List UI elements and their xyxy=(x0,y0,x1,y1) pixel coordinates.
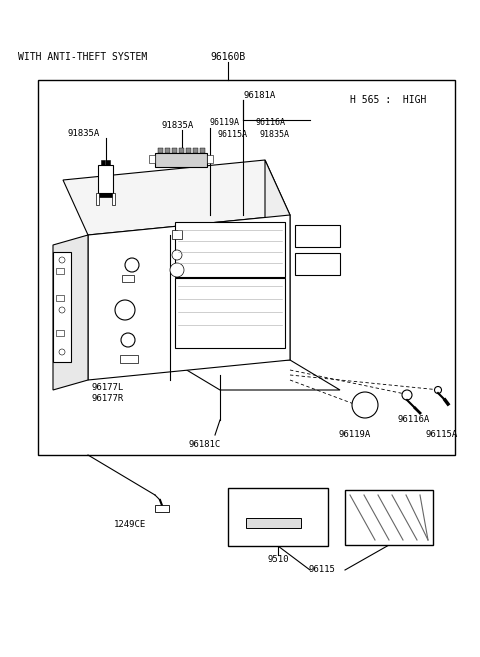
Text: 96116A: 96116A xyxy=(255,118,285,127)
Circle shape xyxy=(115,300,135,320)
Bar xyxy=(295,253,340,275)
Bar xyxy=(122,275,134,282)
Bar xyxy=(172,230,182,239)
Bar xyxy=(155,153,207,167)
Circle shape xyxy=(352,392,378,418)
Bar xyxy=(179,148,184,153)
Bar xyxy=(186,148,191,153)
Bar xyxy=(200,148,205,153)
Text: WITH ANTI-THEFT SYSTEM: WITH ANTI-THEFT SYSTEM xyxy=(18,52,147,62)
Circle shape xyxy=(59,349,65,355)
Text: 96181C: 96181C xyxy=(189,440,221,449)
Bar xyxy=(38,80,455,455)
Bar xyxy=(101,160,105,165)
Bar xyxy=(56,330,64,336)
Bar xyxy=(295,225,340,247)
Circle shape xyxy=(125,258,139,272)
Text: 96160B: 96160B xyxy=(210,52,246,62)
Text: 96115: 96115 xyxy=(309,565,336,574)
Bar xyxy=(207,155,213,163)
Polygon shape xyxy=(170,360,340,390)
Text: 9510: 9510 xyxy=(267,555,289,564)
Bar xyxy=(193,148,198,153)
Circle shape xyxy=(59,257,65,263)
Circle shape xyxy=(170,263,184,277)
Circle shape xyxy=(402,390,412,400)
Bar xyxy=(246,518,301,528)
Circle shape xyxy=(121,333,135,347)
Text: 96177R: 96177R xyxy=(92,394,124,403)
Text: 96115A: 96115A xyxy=(218,130,248,139)
Text: 96177L: 96177L xyxy=(92,383,124,392)
Bar xyxy=(149,155,155,163)
Bar xyxy=(96,193,99,205)
Text: 91835A: 91835A xyxy=(162,121,194,130)
Text: 1249CE: 1249CE xyxy=(114,520,146,529)
Circle shape xyxy=(434,386,442,394)
Polygon shape xyxy=(88,215,290,380)
Bar xyxy=(56,295,64,301)
Bar xyxy=(106,160,110,165)
Text: 91835A: 91835A xyxy=(68,129,100,138)
Polygon shape xyxy=(265,160,290,360)
Bar xyxy=(98,193,113,197)
Bar xyxy=(158,148,163,153)
Circle shape xyxy=(59,307,65,313)
Bar xyxy=(155,505,169,512)
Text: 96119A: 96119A xyxy=(210,118,240,127)
Bar xyxy=(172,148,177,153)
Text: 91835A: 91835A xyxy=(260,130,290,139)
Text: 96181A: 96181A xyxy=(243,91,275,100)
Bar xyxy=(98,165,113,193)
Bar xyxy=(228,488,328,546)
Text: 96115A: 96115A xyxy=(425,430,457,439)
Bar xyxy=(53,252,71,362)
Text: 96119A: 96119A xyxy=(339,430,371,439)
Bar xyxy=(112,193,115,205)
Bar xyxy=(120,355,138,363)
Bar xyxy=(56,268,64,274)
Polygon shape xyxy=(63,160,290,235)
Text: H 565 :  HIGH: H 565 : HIGH xyxy=(350,95,426,105)
Text: HYUNDAI: HYUNDAI xyxy=(259,503,297,512)
Circle shape xyxy=(172,250,182,260)
Bar xyxy=(175,222,285,277)
Bar xyxy=(345,490,433,545)
Bar xyxy=(165,148,170,153)
Bar xyxy=(175,278,285,348)
Polygon shape xyxy=(53,235,88,390)
Text: 96116A: 96116A xyxy=(398,415,430,424)
